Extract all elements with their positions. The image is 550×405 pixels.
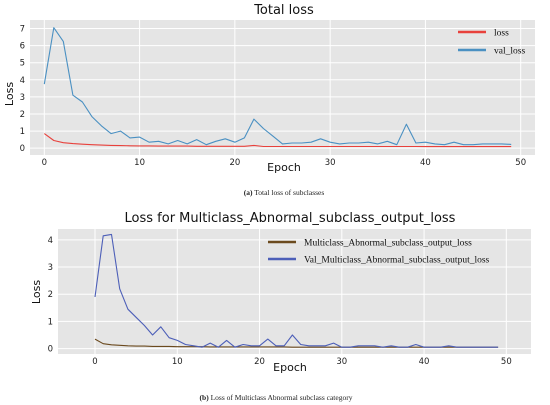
chart-a-y-tick-label: 5	[20, 59, 25, 69]
chart-a-title: Total loss	[253, 3, 314, 18]
chart-a-plot-background	[30, 20, 535, 155]
chart-a-legend-label: val_loss	[494, 47, 525, 57]
chart-a-y-tick-label: 3	[20, 93, 25, 103]
chart-b-x-tick-label: 50	[501, 357, 512, 367]
chart-b-caption: (b) Loss of Multiclass Abnormal subclass…	[200, 393, 353, 402]
chart-a-y-tick-label: 7	[20, 25, 25, 35]
chart-a-x-axis-label: Epoch	[267, 161, 301, 174]
chart-a-y-tick-label: 6	[20, 42, 25, 52]
chart-a-x-tick-label: 30	[325, 158, 336, 168]
chart-b-x-tick-label: 10	[172, 357, 183, 367]
chart-a-y-axis-label: Loss	[3, 82, 16, 106]
chart-b-x-tick-label: 30	[336, 357, 347, 367]
chart-a-caption-text: Total loss of subclasses	[252, 188, 324, 197]
chart-a-x-tick-label: 10	[134, 158, 145, 168]
chart-b-x-tick-label: 40	[419, 357, 430, 367]
chart-b-legend-label: Val_Multiclass_Abnormal_subclass_output_…	[304, 256, 490, 266]
chart-b-y-tick-label: 4	[48, 236, 53, 246]
chart-b-y-tick-label: 3	[48, 263, 53, 273]
chart-a-x-tick-label: 50	[515, 158, 526, 168]
chart-total-loss: Total loss 0 10 20 30 40 50 0 1 2 3 4 5 6 7 loss val_…	[3, 3, 535, 197]
chart-b-title: Loss for Multiclass_Abnormal_subclass_ou…	[125, 211, 456, 226]
chart-a-legend-label: loss	[494, 29, 509, 39]
chart-b-caption-text: Loss of Multiclass Abnormal subclass cat…	[209, 393, 353, 402]
chart-a-y-tick-label: 1	[20, 127, 25, 137]
chart-a-y-tick-label: 2	[20, 110, 25, 120]
chart-b-x-tick-label: 20	[254, 357, 265, 367]
chart-b-y-tick-label: 2	[48, 290, 53, 300]
chart-a-y-tick-labels: 0 1 2 3 4 5 6 7	[20, 25, 25, 155]
chart-multiclass-abnormal: Loss for Multiclass_Abnormal_subclass_ou…	[30, 211, 531, 402]
chart-b-x-axis-label: Epoch	[273, 361, 307, 374]
chart-a-y-tick-label: 4	[20, 76, 25, 86]
chart-b-y-axis-label: Loss	[30, 280, 43, 304]
chart-a-x-tick-label: 0	[42, 158, 47, 168]
chart-b-legend-label: Multiclass_Abnormal_subclass_output_loss	[304, 239, 472, 249]
chart-a-x-tick-label: 20	[229, 158, 240, 168]
chart-b-x-tick-label: 0	[92, 357, 97, 367]
chart-a-x-tick-label: 40	[420, 158, 431, 168]
chart-a-y-tick-label: 0	[20, 144, 25, 154]
chart-b-y-tick-label: 1	[48, 317, 53, 327]
chart-b-y-tick-labels: 0 1 2 3 4	[48, 236, 53, 355]
chart-b-y-tick-label: 0	[48, 345, 53, 355]
chart-a-caption: (a) Total loss of subclasses	[244, 188, 325, 197]
